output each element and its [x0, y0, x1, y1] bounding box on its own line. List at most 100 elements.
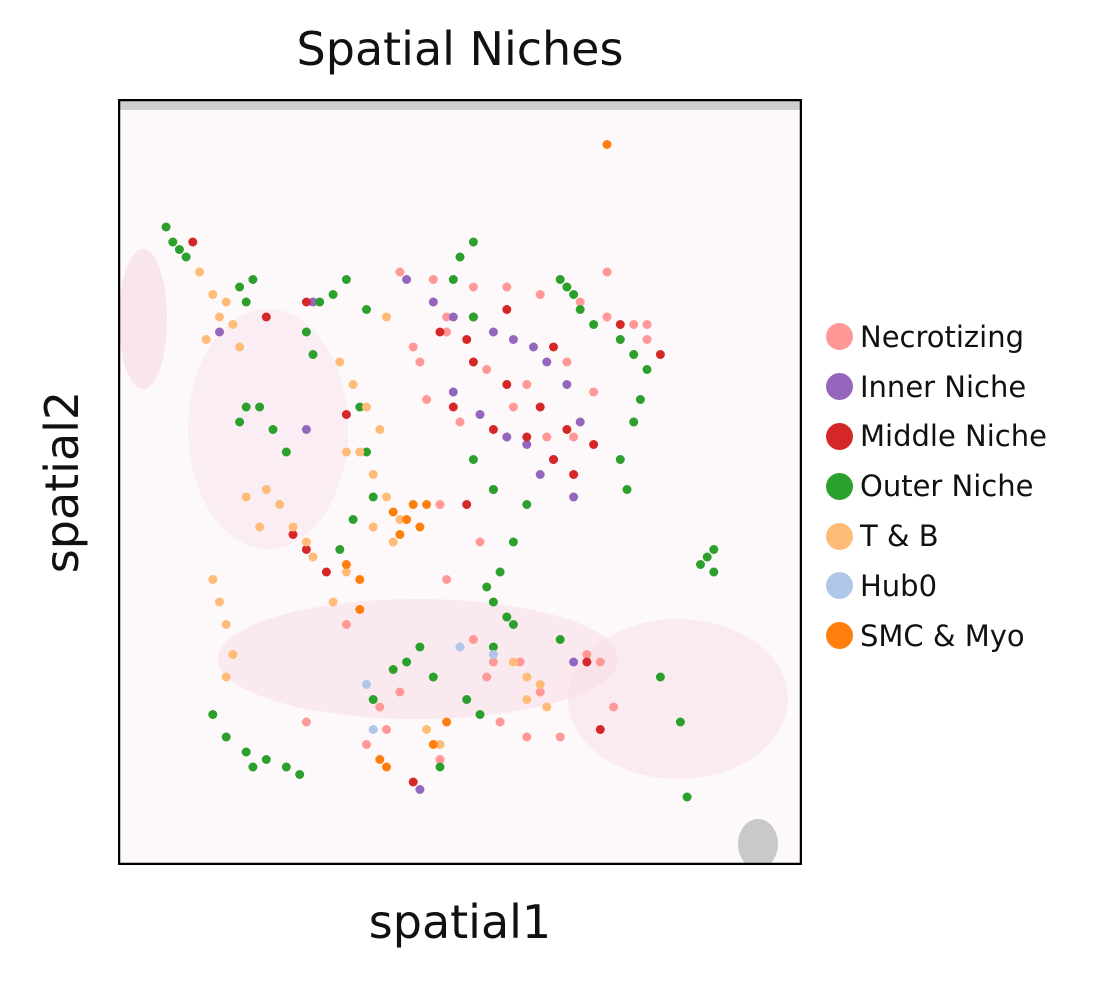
spot-inner-niche: [529, 342, 538, 352]
legend-label: Outer Niche: [860, 469, 1034, 504]
spot-t-b: [328, 597, 338, 607]
spot-inner-niche: [402, 275, 412, 284]
plot-area: [118, 99, 802, 865]
spot-t-b: [335, 357, 345, 367]
spot-inner-niche: [562, 380, 572, 389]
spot-smc-myo: [415, 522, 425, 532]
spot-outer-niche: [615, 455, 625, 464]
spot-outer-niche: [368, 492, 378, 502]
legend-label: SMC & Myo: [860, 618, 1025, 653]
spot-necrotizing: [535, 687, 545, 697]
spot-necrotizing: [542, 432, 552, 442]
spot-outer-niche: [629, 417, 639, 427]
spot-outer-niche: [482, 582, 492, 592]
spot-t-b: [382, 312, 391, 322]
spot-t-b: [195, 267, 204, 277]
spot-outer-niche: [589, 320, 599, 329]
spot-necrotizing: [522, 732, 532, 742]
spot-outer-niche: [248, 762, 258, 772]
spot-t-b: [522, 695, 532, 704]
spot-t-b: [542, 702, 552, 712]
spot-t-b: [215, 597, 224, 607]
spot-outer-niche: [402, 657, 412, 667]
spot-outer-niche: [295, 770, 305, 779]
spot-necrotizing: [535, 290, 545, 299]
spot-t-b: [208, 575, 218, 584]
legend-item: Hub0: [826, 561, 1047, 611]
spot-necrotizing: [629, 320, 639, 329]
spot-necrotizing: [435, 500, 445, 509]
spot-necrotizing: [442, 327, 452, 337]
spot-inner-niche: [569, 492, 579, 502]
spot-smc-myo: [395, 530, 405, 539]
spot-smc-myo: [355, 575, 365, 584]
spot-inner-niche: [569, 657, 579, 667]
spot-necrotizing: [415, 357, 425, 367]
tissue-region: [188, 309, 348, 549]
spot-necrotizing: [482, 672, 492, 682]
spot-outer-niche: [655, 672, 665, 682]
legend-marker: [826, 622, 853, 650]
spot-smc-myo: [341, 560, 351, 569]
spot-inner-niche: [502, 432, 512, 442]
spot-inner-niche: [475, 410, 485, 419]
spot-necrotizing: [582, 650, 592, 659]
spot-outer-niche: [241, 402, 251, 412]
tissue-region: [119, 249, 167, 389]
spot-necrotizing: [301, 717, 311, 727]
spot-necrotizing: [609, 702, 619, 712]
spot-hub0: [455, 642, 465, 652]
spot-middle-niche: [321, 567, 331, 577]
spot-outer-niche: [348, 515, 358, 524]
spot-middle-niche: [582, 657, 592, 667]
spot-outer-niche: [362, 305, 371, 314]
spot-outer-niche: [248, 275, 258, 284]
spot-outer-niche: [255, 402, 265, 412]
spot-outer-niche: [495, 567, 505, 577]
legend-item: Necrotizing: [826, 312, 1047, 362]
spot-middle-niche: [288, 530, 298, 539]
spot-outer-niche: [615, 335, 625, 344]
legend-marker: [826, 373, 853, 401]
spot-necrotizing: [382, 725, 391, 734]
spot-t-b: [308, 552, 318, 562]
spot-necrotizing: [502, 282, 512, 292]
spot-t-b: [221, 620, 231, 629]
spot-hub0: [488, 650, 498, 659]
spot-t-b: [435, 740, 445, 749]
spot-necrotizing: [515, 657, 525, 667]
spot-t-b: [341, 447, 351, 457]
spot-outer-niche: [468, 237, 478, 247]
spot-outer-niche: [301, 327, 311, 337]
spot-outer-niche: [241, 297, 251, 307]
spot-middle-niche: [435, 327, 445, 337]
spot-necrotizing: [508, 402, 518, 412]
spot-necrotizing: [375, 702, 385, 712]
spot-necrotizing: [442, 312, 452, 322]
spot-necrotizing: [362, 740, 371, 749]
spot-t-b: [508, 657, 518, 667]
spot-outer-niche: [268, 425, 278, 434]
spot-necrotizing: [602, 312, 612, 322]
spot-outer-niche: [488, 485, 498, 494]
spot-t-b: [208, 290, 218, 299]
spot-t-b: [301, 537, 311, 547]
spot-outer-niche: [555, 275, 565, 284]
legend-label: Necrotizing: [860, 319, 1025, 354]
spot-outer-niche: [435, 762, 445, 772]
spot-outer-niche: [462, 695, 472, 704]
spot-outer-niche: [388, 665, 398, 674]
spot-outer-niche: [696, 560, 705, 569]
spot-outer-niche: [261, 755, 271, 764]
legend-marker: [826, 422, 853, 450]
spot-necrotizing: [341, 620, 351, 629]
spot-necrotizing: [442, 575, 452, 584]
spot-middle-niche: [448, 402, 458, 412]
spot-outer-niche: [508, 537, 518, 547]
legend-label: Inner Niche: [860, 369, 1027, 404]
spot-t-b: [228, 320, 238, 329]
spot-middle-niche: [615, 320, 625, 329]
spot-t-b: [228, 650, 238, 659]
spot-hub0: [368, 725, 378, 734]
spot-outer-niche: [362, 447, 371, 457]
